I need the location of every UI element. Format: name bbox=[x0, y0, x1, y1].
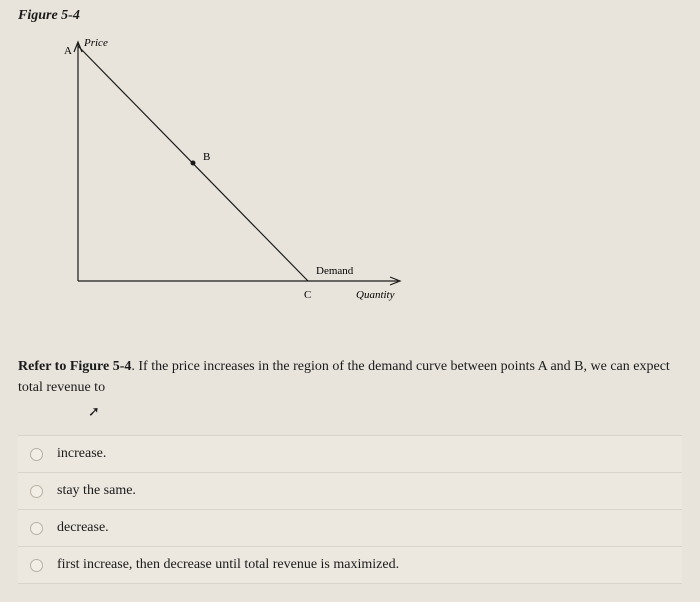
point-a-label: A bbox=[64, 45, 72, 57]
option-row[interactable]: first increase, then decrease until tota… bbox=[18, 546, 682, 584]
point-b-label: B bbox=[203, 151, 210, 163]
option-row[interactable]: increase. bbox=[18, 435, 682, 472]
option-label: decrease. bbox=[57, 520, 109, 536]
point-c-label: C bbox=[304, 289, 311, 301]
question-prefix: Refer to Figure 5-4 bbox=[18, 359, 131, 374]
option-row[interactable]: stay the same. bbox=[18, 472, 682, 509]
demand-chart: A Price B Demand C Quantity bbox=[28, 26, 448, 316]
demand-label: Demand bbox=[316, 265, 354, 277]
point-b-marker bbox=[191, 161, 196, 166]
question-text: Refer to Figure 5-4. If the price increa… bbox=[18, 356, 682, 398]
y-axis-label: Price bbox=[83, 37, 108, 49]
radio-icon[interactable] bbox=[30, 522, 43, 535]
page-root: Figure 5-4 A Price B Demand C Quantity R… bbox=[0, 0, 700, 602]
radio-icon[interactable] bbox=[30, 559, 43, 572]
figure-title: Figure 5-4 bbox=[18, 8, 682, 24]
option-label: increase. bbox=[57, 446, 106, 462]
cursor-icon: ➚ bbox=[88, 404, 100, 421]
option-label: stay the same. bbox=[57, 483, 136, 499]
chart-svg: A Price B Demand C Quantity bbox=[28, 26, 448, 316]
option-label: first increase, then decrease until tota… bbox=[57, 557, 399, 573]
radio-icon[interactable] bbox=[30, 485, 43, 498]
option-row[interactable]: decrease. bbox=[18, 509, 682, 546]
options-list: increase. stay the same. decrease. first… bbox=[18, 435, 682, 584]
radio-icon[interactable] bbox=[30, 448, 43, 461]
x-axis-label: Quantity bbox=[356, 289, 395, 301]
